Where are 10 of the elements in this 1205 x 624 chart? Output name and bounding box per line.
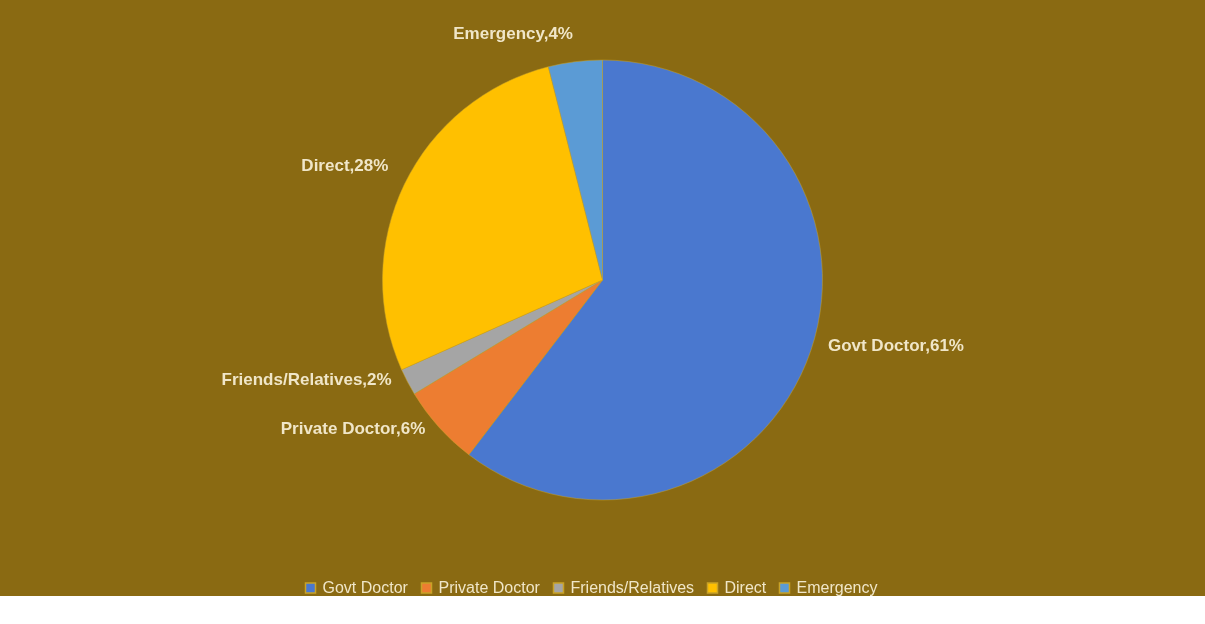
data-label: Private Doctor,6%	[280, 418, 426, 438]
legend-label: Private Doctor	[438, 579, 541, 596]
data-label: Friends/Relatives,2%	[221, 370, 392, 390]
legend-label: Friends/Relatives	[570, 579, 695, 596]
legend-label: Emergency	[796, 579, 878, 596]
data-label: Direct,28%	[301, 156, 389, 176]
legend-label: Direct	[724, 579, 767, 596]
legend-label: Govt Doctor	[322, 579, 409, 596]
data-label: Govt Doctor,61%	[827, 336, 964, 356]
data-label: Emergency,4%	[453, 23, 573, 43]
